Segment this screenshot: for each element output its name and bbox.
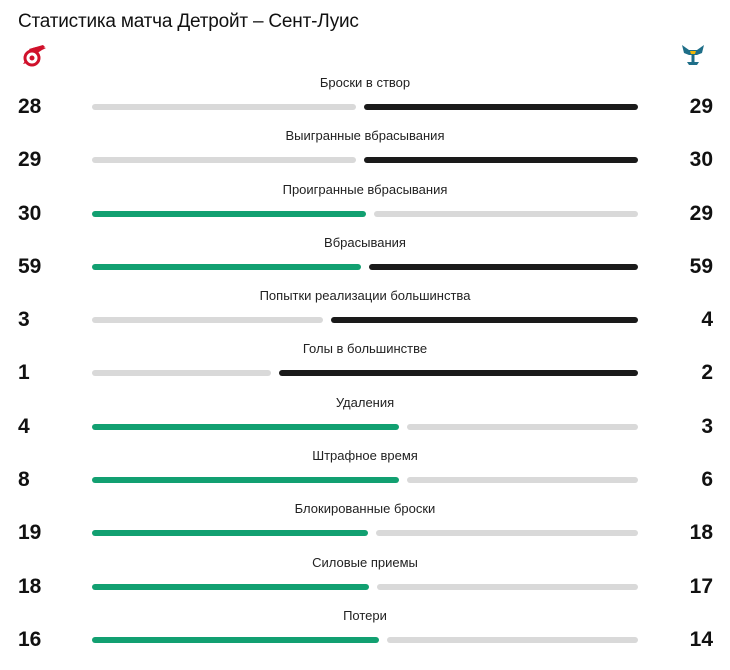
home-value: 8 (18, 468, 30, 492)
blues-logo-icon (680, 43, 706, 67)
red-wings-logo-icon (21, 43, 47, 67)
comparison-bar (92, 636, 638, 643)
home-value: 4 (18, 414, 30, 438)
stat-label: Блокированные броски (294, 501, 436, 517)
home-value: 28 (18, 95, 42, 118)
stat-row: Попытки реализации большинства 3 4 (0, 286, 730, 339)
comparison-bar (92, 477, 638, 484)
home-value: 29 (18, 148, 42, 172)
comparison-bar (92, 423, 638, 430)
comparison-bar (92, 530, 638, 537)
away-bar-segment (376, 583, 638, 590)
comparison-bar (92, 210, 638, 217)
home-bar-segment (92, 370, 272, 377)
stat-label: Проигранные вбрасывания (282, 181, 448, 197)
home-value: 19 (18, 521, 42, 545)
stat-row: Выигранные вбрасывания 29 30 (0, 126, 730, 179)
home-value: 18 (18, 574, 42, 598)
home-value: 30 (18, 201, 42, 225)
stat-row: Потери 16 14 (0, 606, 730, 659)
comparison-bar (92, 157, 638, 164)
home-bar-segment (92, 104, 357, 110)
away-value: 29 (689, 95, 713, 118)
stat-row: Проигранные вбрасывания 30 29 (0, 180, 730, 233)
away-bar-segment (373, 210, 638, 217)
home-bar-segment (92, 477, 400, 484)
stat-label: Попытки реализации большинства (259, 288, 471, 304)
home-bar-segment (92, 530, 369, 537)
home-bar-segment (92, 423, 400, 430)
home-bar-segment (92, 636, 379, 643)
stat-row: Удаления 4 3 (0, 393, 730, 446)
away-bar-segment (364, 104, 638, 110)
home-bar-segment (92, 157, 357, 164)
away-value: 6 (701, 468, 713, 492)
stat-label: Выигранные вбрасывания (285, 128, 445, 144)
stat-label: Силовые приемы (312, 554, 418, 570)
away-bar-segment (386, 636, 638, 643)
stat-label: Удаления (335, 394, 395, 410)
away-value: 2 (701, 361, 713, 385)
stat-label: Броски в створ (319, 75, 411, 90)
away-value: 4 (701, 308, 713, 332)
stats-list: Броски в створ 28 29 Выигранные вбрасывания… (0, 73, 730, 659)
page-title: Статистика матча Детройт – Сент-Луис (18, 11, 359, 32)
away-bar-segment (279, 370, 638, 377)
stat-row: Штрафное время 8 6 (0, 446, 730, 499)
stat-row: Блокированные броски 19 18 (0, 499, 730, 552)
comparison-bar (92, 104, 638, 110)
away-value: 59 (689, 254, 713, 278)
away-bar-segment (369, 263, 638, 270)
away-value: 17 (689, 574, 713, 598)
home-bar-segment (92, 263, 361, 270)
stat-label: Потери (343, 607, 387, 623)
stat-row: Вбрасывания 59 59 (0, 233, 730, 286)
away-value: 14 (689, 627, 713, 651)
away-value: 29 (689, 201, 713, 225)
home-bar-segment (92, 583, 369, 590)
stat-row: Голы в большинстве 1 2 (0, 339, 730, 392)
home-value: 16 (18, 627, 42, 651)
away-bar-segment (407, 423, 638, 430)
stat-label: Вбрасывания (324, 234, 406, 250)
comparison-bar (92, 370, 638, 377)
away-value: 30 (689, 148, 713, 172)
away-value: 18 (689, 521, 713, 545)
away-value: 3 (701, 414, 713, 438)
away-bar-segment (364, 157, 638, 164)
stat-label: Голы в большинстве (302, 341, 428, 357)
home-value: 59 (18, 254, 42, 278)
stat-row: Броски в створ 28 29 (0, 73, 730, 126)
stat-label: Штрафное время (312, 448, 418, 464)
comparison-bar (92, 583, 638, 590)
home-bar-segment (92, 317, 323, 324)
comparison-bar (92, 317, 638, 324)
away-bar-segment (407, 477, 638, 484)
away-bar-segment (376, 530, 638, 537)
comparison-bar (92, 263, 638, 270)
stat-row: Силовые приемы 18 17 (0, 553, 730, 606)
home-value: 3 (18, 308, 30, 332)
home-value: 1 (18, 361, 30, 385)
home-bar-segment (92, 210, 366, 217)
away-bar-segment (330, 317, 638, 324)
